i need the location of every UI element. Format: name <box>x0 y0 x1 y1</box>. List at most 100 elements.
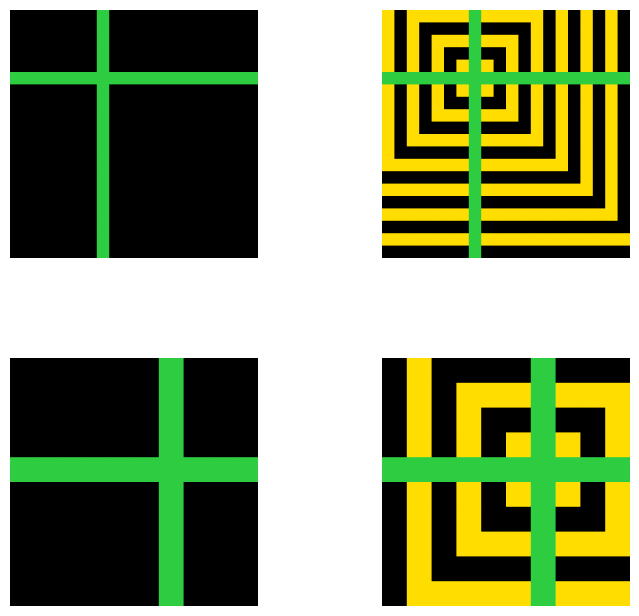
grid-cell <box>592 96 606 110</box>
grid-cell <box>431 245 445 258</box>
grid-cell <box>146 183 160 197</box>
grid-cell <box>506 47 519 60</box>
grid-cell <box>605 47 618 60</box>
grid-cell <box>208 581 234 606</box>
grid-cell <box>431 531 457 557</box>
grid-cell <box>96 208 110 222</box>
grid-cell <box>568 121 581 135</box>
grid-cell <box>22 220 36 234</box>
grid-cell <box>59 556 85 582</box>
grid-cell <box>146 220 160 234</box>
grid-cell <box>96 134 110 147</box>
grid-cell <box>208 407 234 433</box>
grid-cell <box>382 183 395 197</box>
grid-cell <box>208 556 234 582</box>
grid-cell <box>34 10 48 23</box>
grid-cell <box>109 134 122 147</box>
grid-cell <box>580 183 594 197</box>
grid-cell <box>146 171 160 184</box>
grid-cell <box>72 146 85 160</box>
grid-cell <box>233 47 246 60</box>
grid-cell <box>34 121 48 135</box>
grid-cell <box>468 233 482 246</box>
grid-cell <box>518 109 532 122</box>
grid-cell <box>134 245 147 258</box>
grid-cell <box>506 208 519 222</box>
grid-cell <box>84 72 98 85</box>
grid-cell <box>158 121 172 135</box>
grid-cell <box>171 208 184 222</box>
grid-cell <box>493 220 507 234</box>
grid-cell <box>456 109 470 122</box>
grid-cell <box>506 59 519 73</box>
grid-cell <box>134 134 147 147</box>
grid-cell <box>456 245 470 258</box>
grid-cell <box>394 22 408 36</box>
grid-cell <box>555 134 569 147</box>
grid-cell <box>568 96 581 110</box>
grid-cell <box>109 158 122 172</box>
grid-cell <box>568 233 581 246</box>
grid-cell <box>233 506 258 532</box>
grid-cell <box>617 47 630 60</box>
grid-cell <box>580 506 606 532</box>
grid-cell <box>84 196 98 209</box>
grid-cell <box>555 196 569 209</box>
grid-cell <box>493 171 507 184</box>
grid-cell <box>22 146 36 160</box>
grid-cell <box>34 96 48 110</box>
grid-cell <box>543 220 556 234</box>
grid-cell <box>220 183 234 197</box>
grid-cell <box>555 382 581 408</box>
grid-cell <box>506 134 519 147</box>
grid-cell <box>493 146 507 160</box>
grid-cell <box>134 72 147 85</box>
grid-cell <box>10 158 23 172</box>
grid-cell <box>456 382 482 408</box>
grid-cell <box>580 10 594 23</box>
grid-cell <box>59 432 85 458</box>
grid-cell <box>208 134 222 147</box>
grid-cell <box>481 482 507 508</box>
grid-cell <box>431 84 445 98</box>
grid-cell <box>406 581 432 606</box>
grid-cell <box>72 121 85 135</box>
grid-cell <box>605 59 618 73</box>
grid-cell <box>220 72 234 85</box>
grid-cell <box>183 158 197 172</box>
grid-cell <box>47 22 60 36</box>
grid-cell <box>394 183 408 197</box>
grid-cell <box>109 581 135 606</box>
grid-cell <box>555 432 581 458</box>
grid-cell <box>208 382 234 408</box>
grid-cell <box>96 233 110 246</box>
grid-cell <box>406 196 420 209</box>
grid-cell <box>84 183 98 197</box>
grid-cell <box>158 34 172 48</box>
grid-cell <box>431 183 445 197</box>
grid-cell <box>555 158 569 172</box>
grid-cell <box>468 208 482 222</box>
grid-cell <box>394 233 408 246</box>
grid-cell <box>47 72 60 85</box>
grid-cell <box>134 382 160 408</box>
grid-cell <box>506 22 519 36</box>
grid-cell <box>580 382 606 408</box>
grid-cell <box>506 220 519 234</box>
grid-cell <box>146 233 160 246</box>
grid-cell <box>493 22 507 36</box>
grid-cell <box>158 10 172 23</box>
grid-cell <box>121 208 135 222</box>
grid-cell <box>555 121 569 135</box>
grid-cell <box>605 196 618 209</box>
grid-cell <box>158 358 184 384</box>
grid-cell <box>245 84 258 98</box>
grid-cell <box>72 220 85 234</box>
grid-cell <box>481 531 507 557</box>
grid-cell <box>22 121 36 135</box>
grid-cell <box>543 22 556 36</box>
grid-cell <box>208 233 222 246</box>
grid-cell <box>121 134 135 147</box>
grid-cell <box>431 581 457 606</box>
grid-cell <box>518 196 532 209</box>
